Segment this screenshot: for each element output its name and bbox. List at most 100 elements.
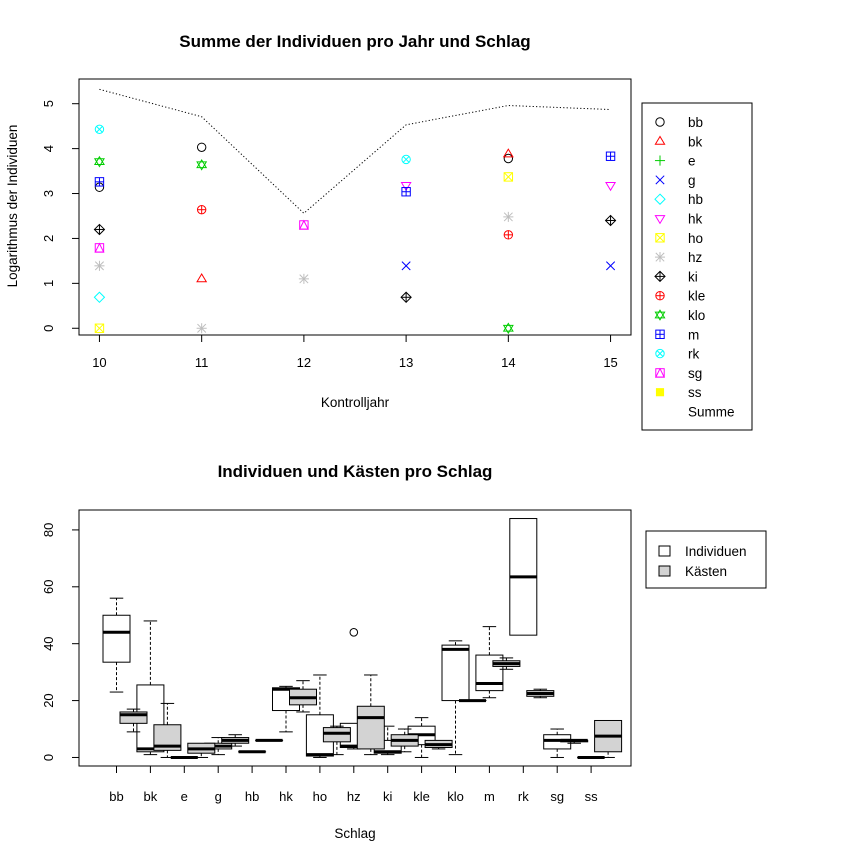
point-klo	[502, 322, 514, 335]
legend-label-sg: sg	[688, 366, 702, 381]
legend-key-ho	[655, 233, 665, 243]
box-body	[119, 711, 148, 724]
legend-label-Individuen: Individuen	[685, 544, 747, 559]
point-m	[94, 177, 105, 187]
box-Kästen-kle	[424, 739, 453, 750]
boxplot-x-tick-label: bk	[144, 789, 158, 804]
boxplot-x-tick-label: sg	[550, 789, 564, 804]
box-Kästen-hk	[289, 680, 317, 713]
scatter-y-tick-label: 5	[41, 100, 56, 107]
box-Kästen-m	[492, 657, 521, 670]
point-hb	[93, 291, 106, 304]
boxplot-x-tick-label: hz	[347, 789, 361, 804]
legend-key-klo	[654, 309, 666, 321]
legend-label-kle: kle	[688, 289, 705, 304]
point-rk	[401, 154, 411, 165]
scatter-y-tick-label: 1	[41, 280, 56, 287]
legend-key-g	[655, 175, 665, 185]
legend-key-hk	[654, 215, 666, 225]
point-hz	[196, 323, 207, 334]
legend-label-ho: ho	[688, 231, 703, 246]
scatter-y-tick-label: 0	[41, 325, 56, 332]
scatter-y-tick-label: 4	[41, 145, 56, 152]
legend-key-hb	[654, 193, 666, 205]
legend-key-sg	[654, 367, 666, 378]
legend-key-Individuen	[658, 545, 671, 557]
legend-label-m: m	[688, 327, 699, 342]
legend-key-ki	[654, 270, 666, 283]
legend-label-hb: hb	[688, 192, 703, 207]
legend-key-kle	[655, 291, 665, 301]
scatter-x-tick-label: 13	[399, 355, 413, 370]
boxplot-x-tick-label: kle	[413, 789, 430, 804]
box-Individuen-bb	[102, 597, 131, 693]
boxplot-x-axis-label: Schlag	[334, 826, 375, 841]
legend-key-bk	[654, 135, 666, 145]
point-rk	[94, 124, 105, 135]
box-Kästen-bk	[153, 702, 182, 758]
scatter-y-axis-label: Logarithmus der Individuen	[5, 125, 20, 288]
legend-label-ki: ki	[688, 269, 698, 284]
point-hz	[503, 211, 514, 222]
legend-key-m	[655, 329, 665, 340]
scatter-x-tick-label: 15	[603, 355, 617, 370]
box-Kästen-sg	[560, 738, 589, 744]
legend-key-rk	[655, 348, 665, 359]
box-Individuen-sg	[543, 728, 572, 758]
boxplot-y-tick-label: 20	[41, 693, 56, 707]
point-ho	[94, 323, 105, 333]
point-bb	[503, 153, 514, 164]
point-ki	[93, 223, 106, 236]
boxplot-x-tick-label: ho	[313, 789, 327, 804]
point-g	[401, 261, 411, 271]
legend-label-hz: hz	[688, 250, 703, 265]
scatter-x-tick-label: 12	[297, 355, 311, 370]
legend-label-g: g	[688, 173, 696, 188]
box-Kästen-bb	[119, 708, 148, 733]
scatter-x-axis-label: Kontrolljahr	[321, 395, 390, 410]
point-klo	[196, 158, 208, 171]
legend-label-Kästen: Kästen	[685, 564, 727, 579]
point-m	[401, 187, 411, 197]
scatter-marks: 10 11 12 13 14 15012345bbbkeghbhkhohzkikleklo…	[41, 88, 735, 420]
box-body	[356, 705, 385, 750]
legend-label-Summe: Summe	[688, 405, 735, 420]
box-outlier	[349, 628, 359, 637]
point-ki	[400, 291, 412, 304]
box-Kästen-ki	[390, 728, 419, 753]
point-hz	[94, 260, 105, 271]
boxplot-marks: 0 20 40 60 80 bb bk e g hb hk ho hz ki kle klo m rk sg ss In…	[41, 518, 747, 804]
legend-label-bb: bb	[688, 115, 703, 130]
boxplot-x-tick-label: e	[181, 789, 188, 804]
scatter-title: Summe der Individuen pro Jahr und Schlag	[179, 32, 530, 51]
summe-line	[99, 88, 611, 214]
point-g	[606, 261, 616, 271]
legend-label-rk: rk	[688, 347, 699, 362]
point-klo	[93, 155, 105, 168]
boxplot-x-tick-label: ki	[383, 789, 393, 804]
boxplot-y-tick-label: 60	[41, 580, 56, 594]
point-m	[605, 151, 616, 161]
point-sg	[94, 242, 105, 253]
legend-label-klo: klo	[688, 308, 705, 323]
box-body	[102, 614, 131, 663]
box-body	[305, 714, 334, 757]
legend-label-ss: ss	[688, 385, 702, 400]
boxplot-x-tick-label: g	[215, 789, 222, 804]
boxplot-x-tick-label: rk	[518, 789, 529, 804]
boxplot-y-tick-label: 0	[41, 754, 56, 761]
box-Individuen-rk	[509, 518, 538, 636]
box-body	[441, 644, 470, 702]
scatter-y-tick-label: 2	[41, 235, 56, 242]
point-sg	[298, 219, 309, 230]
boxplot-x-tick-label: bb	[109, 789, 123, 804]
legend-key-Kästen	[658, 565, 671, 577]
scatter-legend-box	[641, 102, 753, 431]
legend-key-bb	[655, 117, 665, 127]
legend-label-e: e	[688, 154, 696, 169]
boxplot-x-tick-label: ss	[585, 789, 599, 804]
legend-key-e	[654, 155, 666, 166]
scatter-y-tick-label: 3	[41, 190, 56, 197]
box-Individuen-klo	[441, 640, 470, 756]
